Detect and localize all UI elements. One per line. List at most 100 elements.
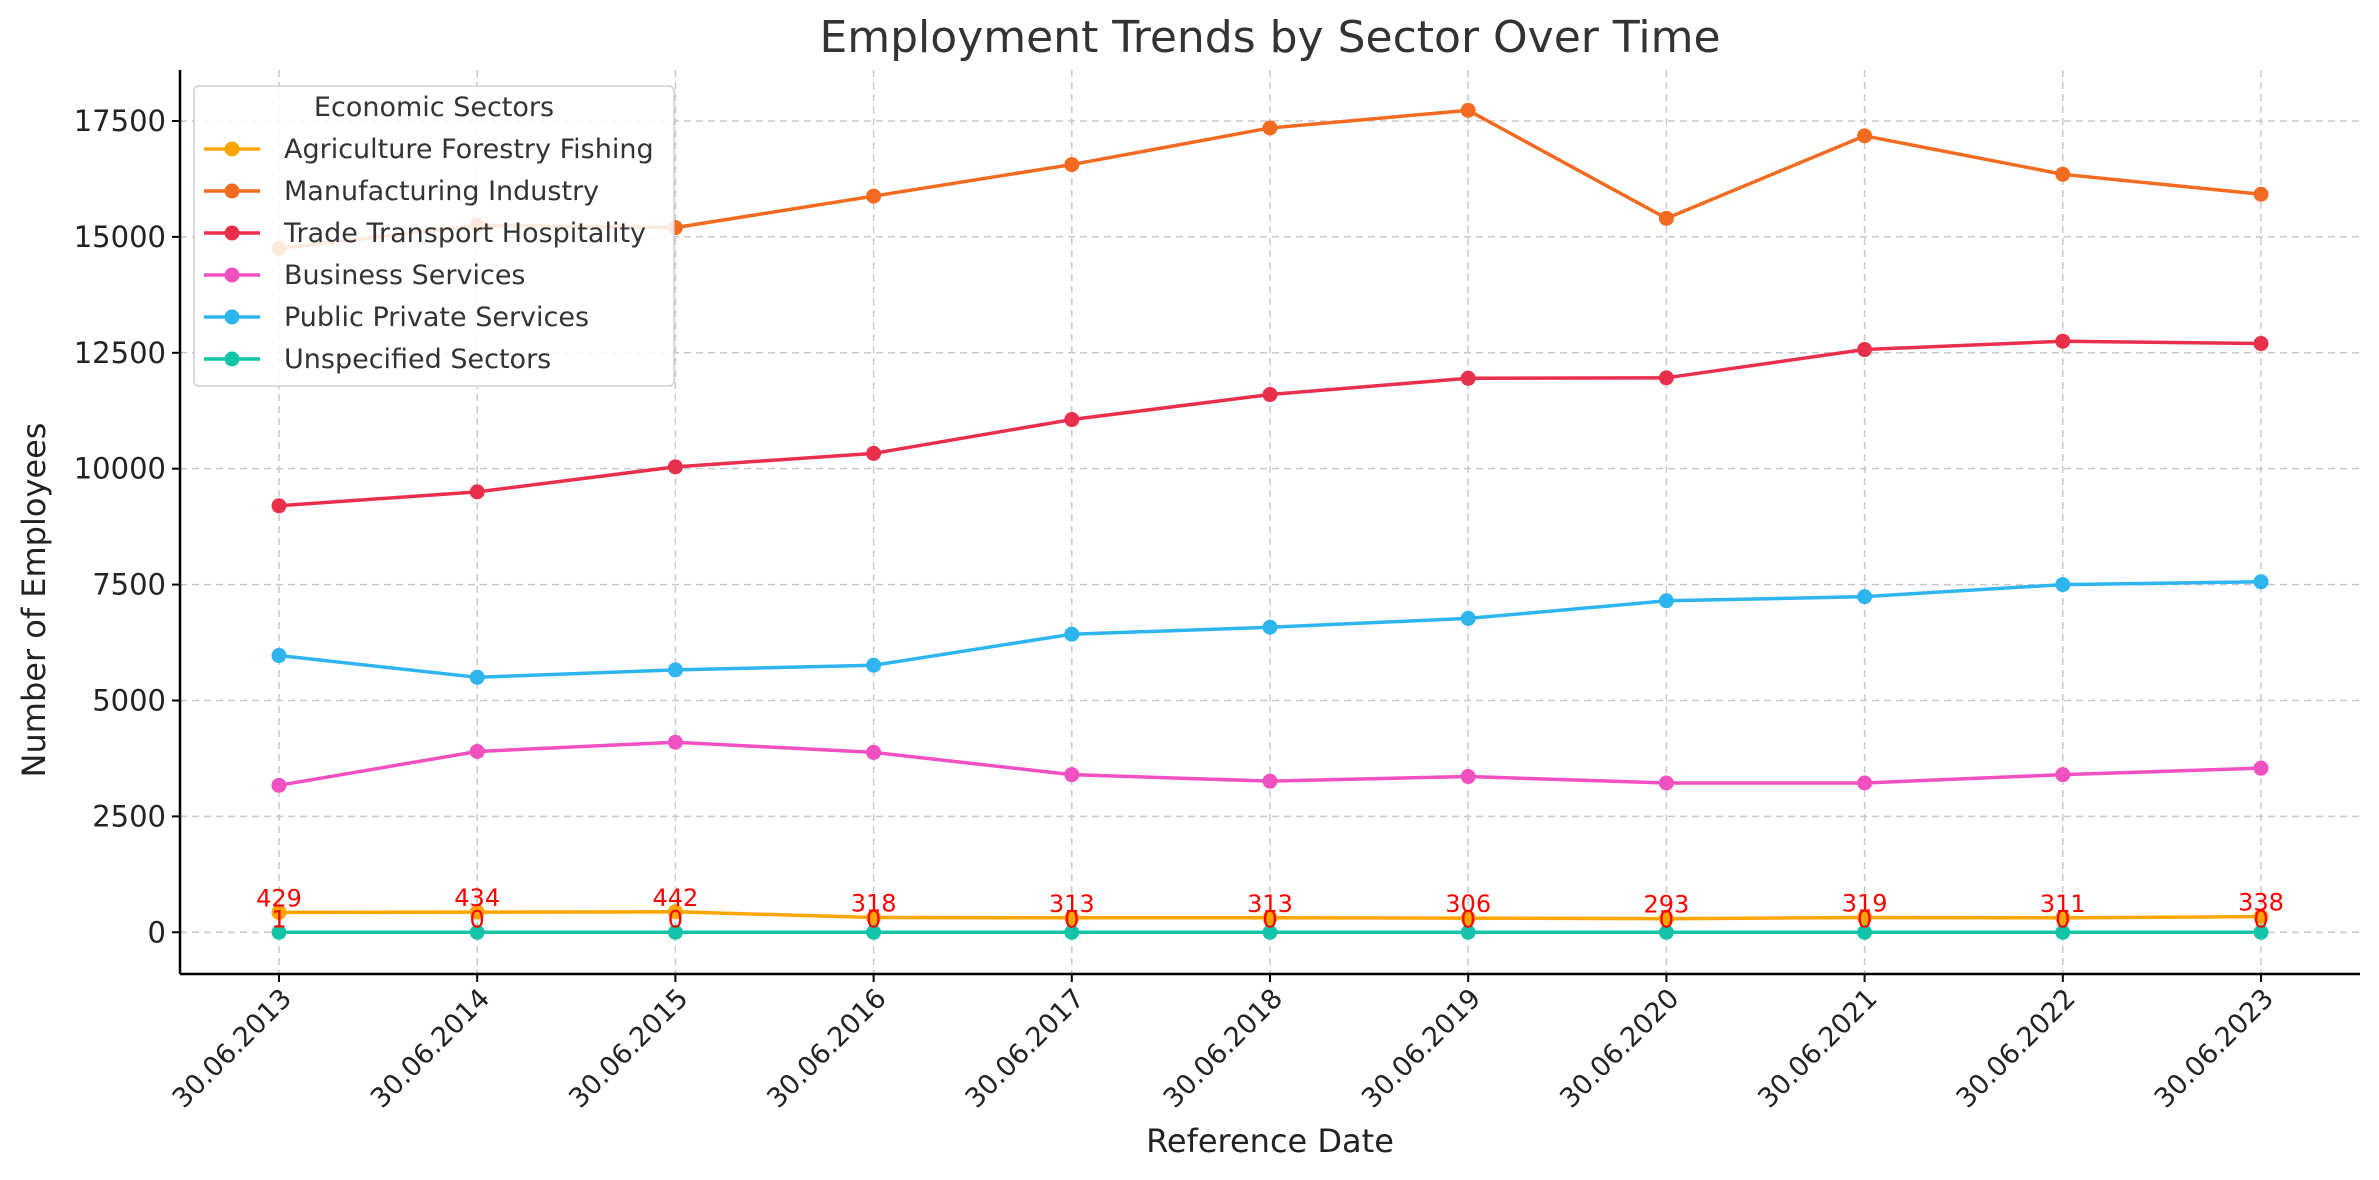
data-label: 311 — [2040, 890, 2086, 918]
data-point — [2253, 760, 2269, 776]
data-point — [866, 657, 882, 673]
data-point — [2253, 909, 2269, 925]
y-tick-label: 5000 — [92, 683, 166, 717]
data-point — [2253, 574, 2269, 590]
data-point — [271, 777, 287, 793]
legend-label: Manufacturing Industry — [284, 176, 599, 207]
data-point — [667, 459, 683, 475]
x-tick-label: 30.06.2019 — [1356, 983, 1487, 1114]
data-point — [1658, 924, 1674, 940]
data-label: 306 — [1445, 890, 1491, 918]
data-point — [667, 924, 683, 940]
data-point — [1262, 910, 1278, 926]
data-point — [2055, 333, 2071, 349]
legend-swatch-marker — [224, 309, 240, 325]
data-point — [271, 648, 287, 664]
data-label: 0 — [668, 905, 683, 933]
data-point — [1658, 210, 1674, 226]
data-point — [667, 662, 683, 678]
data-point — [1658, 775, 1674, 791]
data-point — [469, 484, 485, 500]
data-point — [469, 924, 485, 940]
data-point — [1460, 769, 1476, 785]
data-point — [1064, 767, 1080, 783]
data-point — [1262, 773, 1278, 789]
legend-swatch-marker — [224, 183, 240, 199]
y-tick-label: 17500 — [74, 104, 166, 138]
data-point — [1064, 924, 1080, 940]
data-point — [1460, 924, 1476, 940]
legend-label: Trade Transport Hospitality — [283, 218, 646, 249]
data-label: 1 — [271, 905, 286, 933]
data-point — [1262, 924, 1278, 940]
data-point — [667, 904, 683, 920]
legend-label: Business Services — [284, 260, 526, 291]
data-point — [271, 498, 287, 514]
data-point — [866, 910, 882, 926]
data-point — [1064, 626, 1080, 642]
y-tick-label: 7500 — [92, 568, 166, 602]
x-tick-label: 30.06.2015 — [563, 983, 694, 1114]
data-point — [1064, 157, 1080, 173]
data-point — [1262, 120, 1278, 136]
x-tick-label: 30.06.2018 — [1158, 983, 1289, 1114]
data-point — [271, 904, 287, 920]
data-point — [1857, 342, 1873, 358]
data-point — [2253, 924, 2269, 940]
x-axis-label: Reference Date — [1146, 1122, 1394, 1160]
data-label: 313 — [1049, 890, 1095, 918]
legend-label: Unspecified Sectors — [284, 344, 551, 375]
data-point — [1857, 128, 1873, 144]
data-label: 0 — [2253, 905, 2268, 933]
data-point — [1857, 775, 1873, 791]
data-point — [2253, 186, 2269, 202]
data-point — [2055, 924, 2071, 940]
data-point — [1064, 910, 1080, 926]
data-label: 0 — [1064, 905, 1079, 933]
data-label: 0 — [1857, 905, 1872, 933]
legend-label: Public Private Services — [284, 302, 589, 333]
data-point — [2253, 336, 2269, 352]
x-tick-label: 30.06.2017 — [960, 983, 1091, 1114]
y-tick-label: 12500 — [74, 336, 166, 370]
data-label: 0 — [2055, 905, 2070, 933]
y-tick-label: 15000 — [74, 220, 166, 254]
data-point — [667, 734, 683, 750]
data-label: 313 — [1247, 890, 1293, 918]
data-point — [2055, 166, 2071, 182]
chart-title: Employment Trends by Sector Over Time — [819, 12, 1720, 63]
data-point — [2055, 910, 2071, 926]
legend-swatch-marker — [224, 267, 240, 283]
data-label: 434 — [454, 884, 500, 912]
data-label: 0 — [470, 905, 485, 933]
data-point — [2055, 767, 2071, 783]
data-point — [1658, 911, 1674, 927]
data-point — [1460, 910, 1476, 926]
legend-title: Economic Sectors — [314, 92, 554, 123]
data-label: 0 — [866, 905, 881, 933]
data-point — [1460, 610, 1476, 626]
data-point — [2055, 577, 2071, 593]
data-point — [866, 744, 882, 760]
data-label: 0 — [1659, 905, 1674, 933]
data-label: 319 — [1842, 889, 1888, 917]
data-label: 0 — [1262, 905, 1277, 933]
data-label: 0 — [1461, 905, 1476, 933]
y-tick-label: 0 — [148, 915, 166, 949]
data-label: 429 — [256, 884, 302, 912]
x-tick-label: 30.06.2016 — [761, 983, 892, 1114]
data-label: 318 — [851, 890, 897, 918]
x-tick-label: 30.06.2014 — [365, 983, 496, 1114]
data-point — [1857, 589, 1873, 605]
data-point — [469, 669, 485, 685]
legend-box — [193, 85, 675, 387]
legend-swatch-marker — [224, 225, 240, 241]
data-point — [866, 924, 882, 940]
data-label: 293 — [1643, 891, 1689, 919]
data-point — [1658, 370, 1674, 386]
x-tick-label: 30.06.2013 — [167, 983, 298, 1114]
data-point — [1857, 909, 1873, 925]
legend-label: Agriculture Forestry Fishing — [284, 134, 654, 165]
x-tick-label: 30.06.2021 — [1752, 983, 1883, 1114]
